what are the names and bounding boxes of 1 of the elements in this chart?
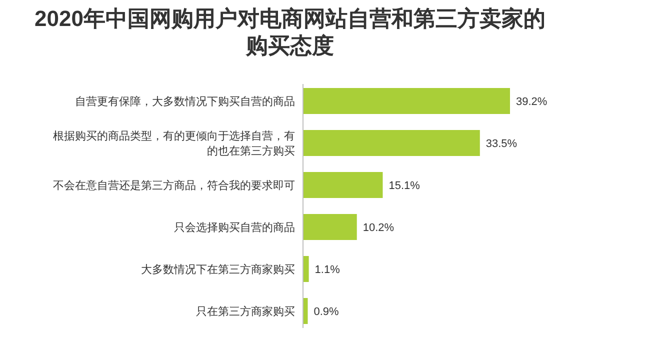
title: 2020年中国网购用户对电商网站自营和第三方卖家的购买态度: [34, 6, 546, 58]
